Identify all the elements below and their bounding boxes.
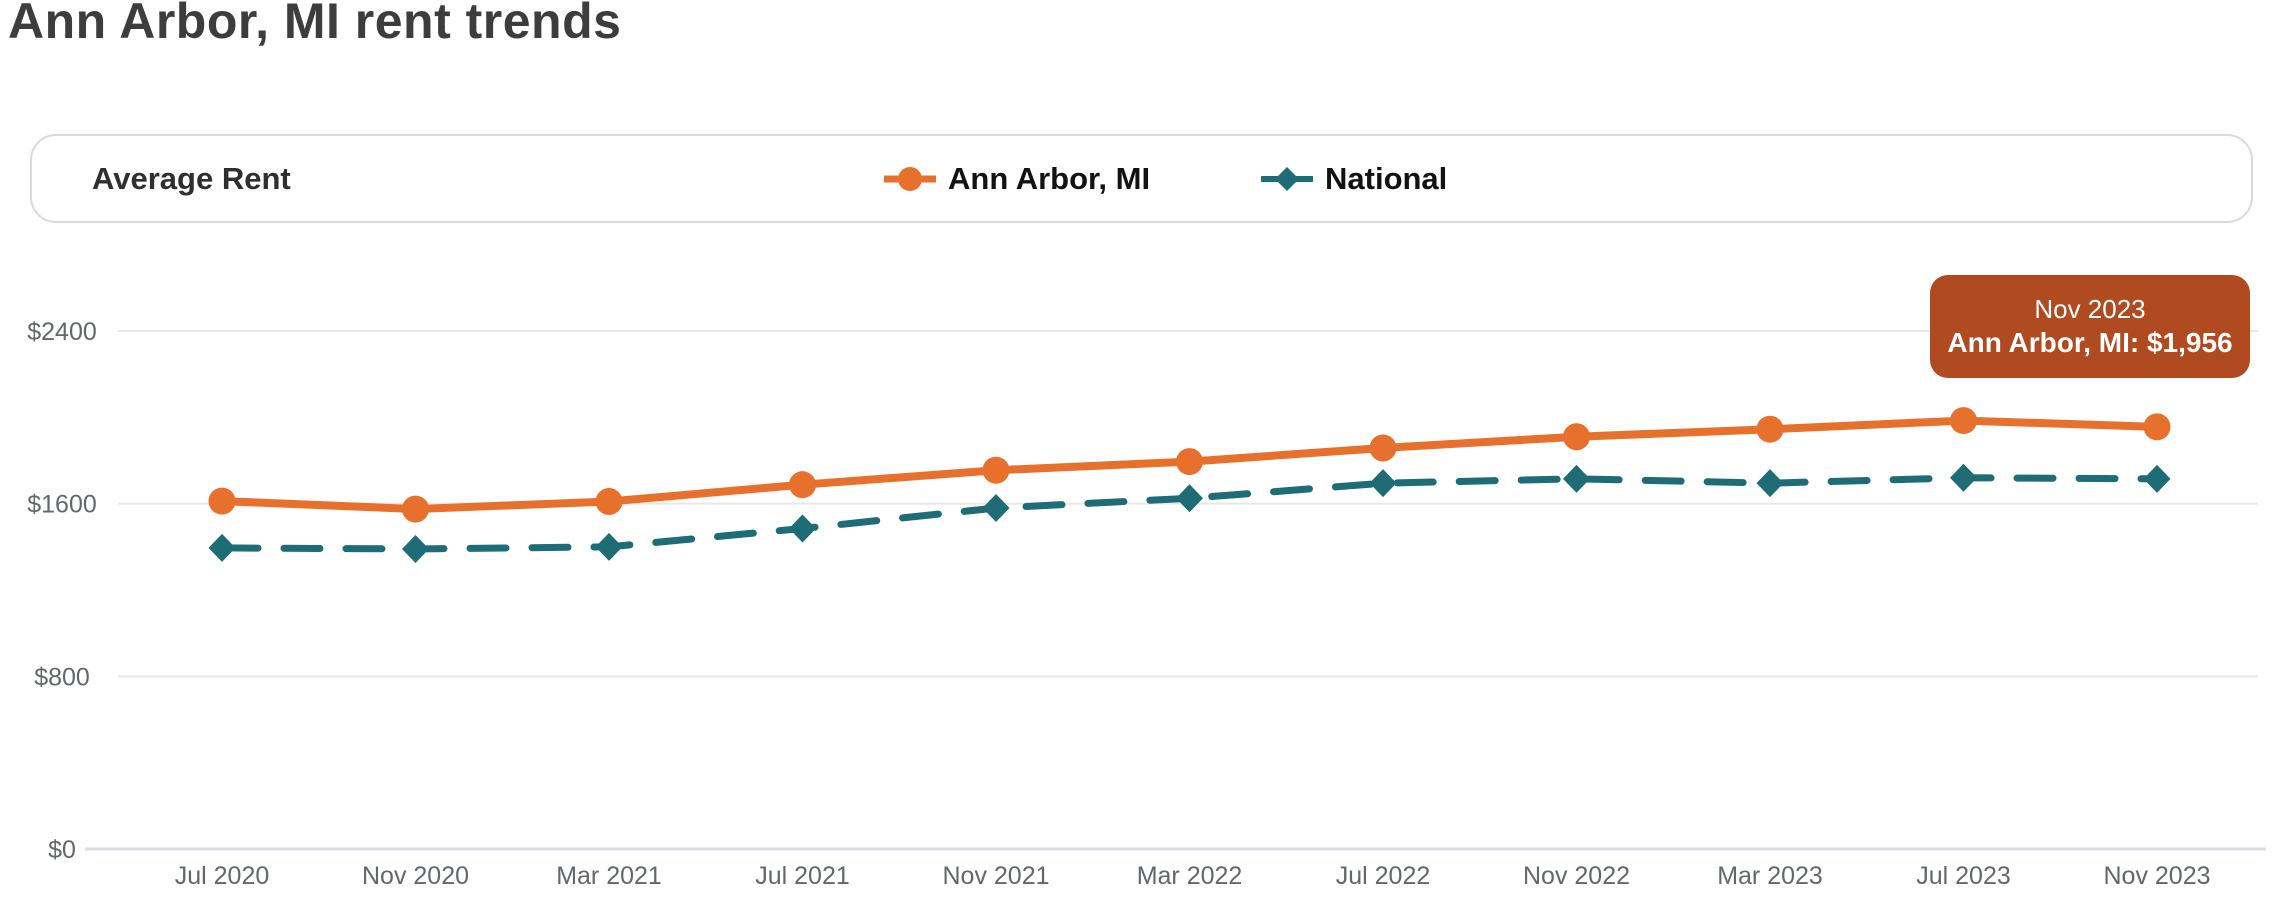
x-tick-label: Nov 2020	[362, 862, 469, 890]
data-point-marker[interactable]	[2143, 464, 2171, 493]
x-tick-label: Jul 2020	[175, 862, 270, 890]
data-point-marker[interactable]	[1950, 463, 1977, 492]
circle-line-marker-icon	[884, 166, 936, 191]
legend-label: Ann Arbor, MI	[948, 160, 1151, 196]
data-point-marker[interactable]	[2143, 413, 2171, 441]
x-tick-label: Jul 2022	[1336, 862, 1431, 890]
x-tick-label: Jul 2023	[1916, 862, 2011, 890]
data-point-marker[interactable]	[1950, 407, 1977, 435]
y-tick-label: $0	[48, 836, 76, 864]
data-point-marker[interactable]	[789, 471, 816, 499]
x-tick-label: Nov 2023	[2103, 862, 2210, 890]
data-point-marker[interactable]	[208, 487, 236, 515]
data-point-marker[interactable]	[1369, 434, 1397, 462]
tooltip-date: Nov 2023	[2034, 294, 2146, 324]
y-tick-label: $2400	[27, 318, 97, 346]
chart-tooltip: Nov 2023 Ann Arbor, MI: $1,956	[1930, 275, 2250, 378]
legend-label: National	[1325, 160, 1448, 196]
diamond-line-marker-icon	[1261, 166, 1313, 191]
data-point-marker[interactable]	[1176, 484, 1203, 513]
data-point-marker[interactable]	[1563, 464, 1590, 493]
tooltip-value: Ann Arbor, MI: $1,956	[1947, 327, 2233, 358]
data-point-marker[interactable]	[595, 488, 623, 516]
data-point-marker[interactable]	[1563, 423, 1590, 451]
data-point-marker[interactable]	[789, 514, 816, 543]
data-point-marker[interactable]	[1176, 448, 1203, 476]
data-point-marker[interactable]	[208, 533, 236, 562]
data-point-marker[interactable]	[1756, 415, 1784, 443]
data-point-marker[interactable]	[1756, 469, 1784, 498]
y-tick-label: $1600	[27, 491, 97, 519]
x-tick-label: Jul 2021	[755, 862, 850, 890]
average-rent-panel: Average Rent Ann Arbor, MI National	[30, 134, 2253, 223]
data-point-marker[interactable]	[982, 493, 1010, 522]
legend-item-ann-arbor[interactable]: Ann Arbor, MI	[884, 136, 1150, 221]
x-tick-label: Nov 2022	[1523, 862, 1630, 890]
data-point-marker[interactable]	[402, 534, 429, 563]
data-point-marker[interactable]	[595, 532, 623, 561]
x-tick-label: Mar 2021	[556, 862, 662, 890]
series-line-national	[218, 474, 2161, 553]
x-tick-label: Mar 2023	[1717, 862, 1823, 890]
page-title: Ann Arbor, MI rent trends	[8, 0, 622, 49]
x-tick-label: Mar 2022	[1137, 862, 1243, 890]
x-tick-label: Nov 2021	[942, 862, 1049, 890]
y-tick-label: $800	[34, 663, 90, 691]
panel-label: Average Rent	[92, 160, 291, 196]
legend-item-national[interactable]: National	[1261, 136, 1447, 221]
data-point-marker[interactable]	[982, 456, 1010, 484]
data-point-marker[interactable]	[402, 495, 429, 523]
data-point-marker[interactable]	[1369, 469, 1397, 498]
